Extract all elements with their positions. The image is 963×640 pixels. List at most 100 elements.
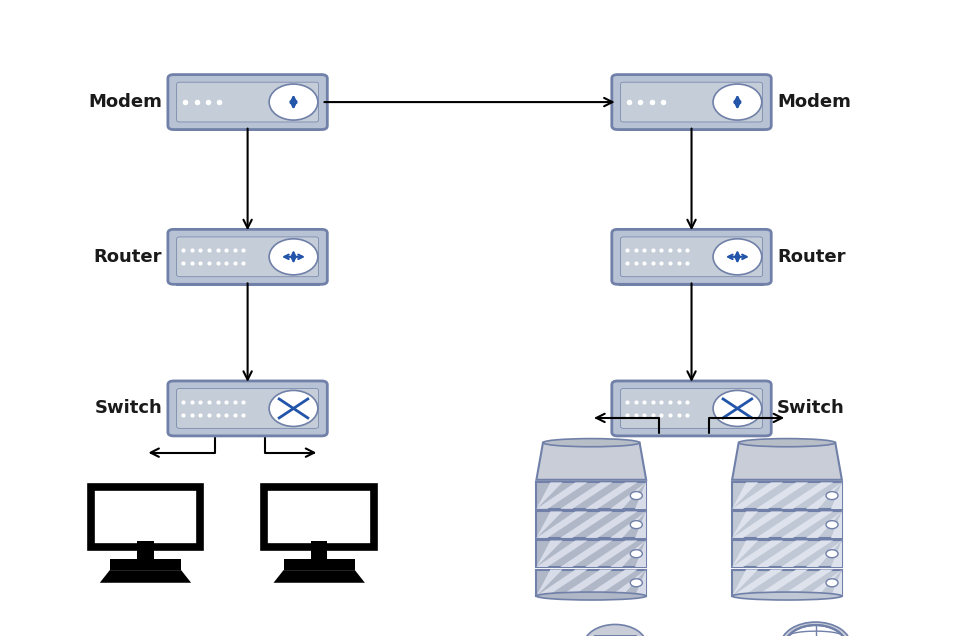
FancyBboxPatch shape [536,540,646,567]
FancyBboxPatch shape [612,381,771,436]
FancyBboxPatch shape [732,570,842,596]
Circle shape [826,550,838,557]
Polygon shape [831,570,842,596]
Polygon shape [732,483,758,509]
Circle shape [630,521,642,529]
Polygon shape [536,483,587,509]
Polygon shape [560,511,612,538]
Polygon shape [536,443,646,480]
Polygon shape [806,570,842,596]
Polygon shape [756,570,808,596]
FancyBboxPatch shape [536,511,646,538]
FancyBboxPatch shape [176,237,319,276]
Polygon shape [781,511,833,538]
FancyBboxPatch shape [176,82,319,122]
Circle shape [826,492,838,500]
Ellipse shape [739,438,835,447]
Polygon shape [756,511,808,538]
Polygon shape [100,570,191,583]
Polygon shape [831,511,842,538]
Ellipse shape [713,84,762,120]
FancyBboxPatch shape [732,483,842,509]
Polygon shape [732,570,783,596]
Polygon shape [586,540,638,567]
Polygon shape [536,483,562,509]
Polygon shape [560,483,612,509]
FancyBboxPatch shape [176,388,319,428]
FancyBboxPatch shape [620,82,763,122]
Polygon shape [732,443,842,480]
Polygon shape [611,540,646,567]
FancyBboxPatch shape [175,429,320,437]
Polygon shape [536,511,562,538]
Text: Router: Router [93,248,162,266]
Ellipse shape [269,239,318,275]
FancyBboxPatch shape [168,229,327,284]
Polygon shape [732,511,783,538]
Ellipse shape [536,592,646,600]
Polygon shape [756,483,808,509]
Ellipse shape [269,390,318,426]
FancyBboxPatch shape [619,278,764,285]
Polygon shape [732,540,758,567]
Polygon shape [732,570,758,596]
FancyBboxPatch shape [110,559,181,570]
Circle shape [785,625,846,640]
FancyBboxPatch shape [619,124,764,131]
Polygon shape [536,511,587,538]
Polygon shape [781,483,833,509]
FancyBboxPatch shape [311,541,327,559]
Polygon shape [636,483,646,509]
Polygon shape [732,483,783,509]
Polygon shape [611,511,646,538]
Polygon shape [586,511,638,538]
Polygon shape [636,511,646,538]
Ellipse shape [732,592,842,600]
Polygon shape [560,540,612,567]
Text: Modem: Modem [89,93,162,111]
Text: Router: Router [777,248,846,266]
Circle shape [826,579,838,587]
Polygon shape [781,540,833,567]
Polygon shape [560,570,612,596]
Polygon shape [636,540,646,567]
Ellipse shape [543,438,639,447]
Text: Switch: Switch [94,399,162,417]
Polygon shape [611,483,646,509]
FancyBboxPatch shape [612,75,771,129]
FancyBboxPatch shape [91,488,200,547]
Polygon shape [586,570,638,596]
Polygon shape [536,570,587,596]
FancyBboxPatch shape [283,559,355,570]
FancyBboxPatch shape [168,75,327,129]
Polygon shape [586,483,638,509]
Polygon shape [732,511,758,538]
Polygon shape [536,540,562,567]
FancyBboxPatch shape [620,237,763,276]
Text: Switch: Switch [777,399,845,417]
Polygon shape [806,511,842,538]
FancyBboxPatch shape [536,570,646,596]
Polygon shape [756,540,808,567]
Polygon shape [536,540,587,567]
Polygon shape [781,570,833,596]
Ellipse shape [269,84,318,120]
Polygon shape [273,570,365,583]
Polygon shape [611,570,646,596]
Circle shape [630,579,642,587]
Polygon shape [806,483,842,509]
Ellipse shape [713,239,762,275]
FancyBboxPatch shape [612,229,771,284]
FancyBboxPatch shape [175,278,320,285]
FancyBboxPatch shape [168,381,327,436]
Circle shape [630,492,642,500]
Polygon shape [536,570,562,596]
FancyBboxPatch shape [619,429,764,437]
Ellipse shape [713,390,762,426]
FancyBboxPatch shape [536,483,646,509]
Polygon shape [831,483,842,509]
Text: Modem: Modem [777,93,851,111]
Polygon shape [831,540,842,567]
Circle shape [826,521,838,529]
FancyBboxPatch shape [732,540,842,567]
